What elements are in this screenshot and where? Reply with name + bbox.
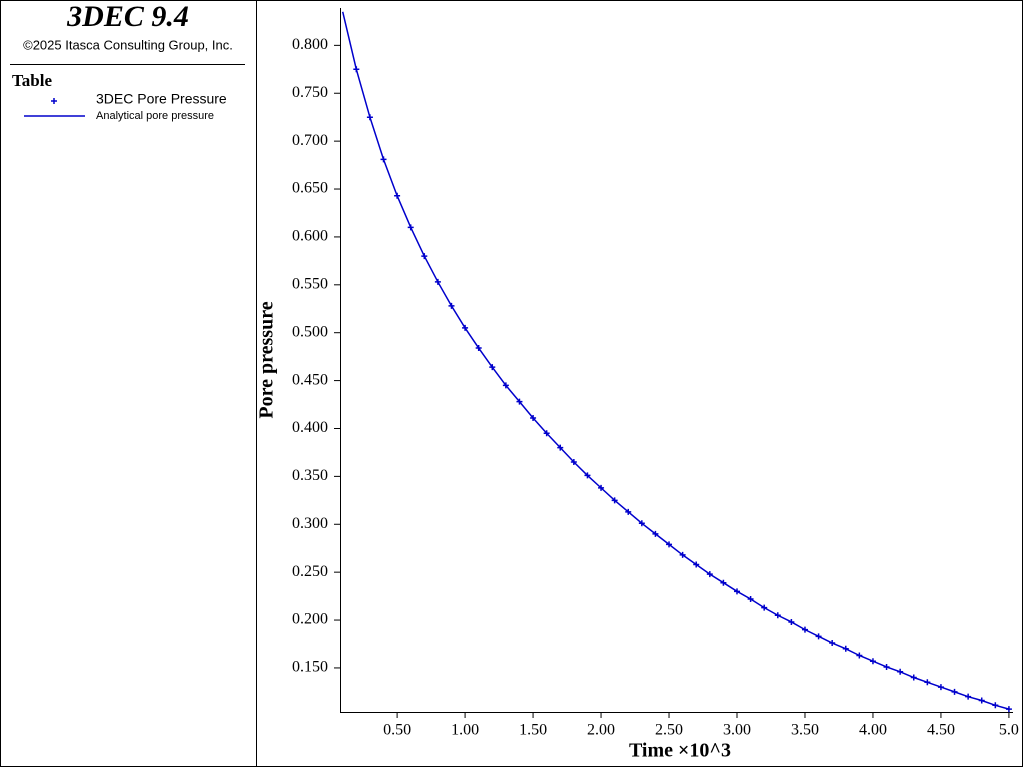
data-line bbox=[341, 11, 1010, 710]
legend-marker bbox=[51, 98, 57, 104]
legend-title: Table bbox=[12, 71, 52, 90]
x-axis-label: Time ×10^3 bbox=[629, 740, 731, 762]
y-tick-label: 0.750 bbox=[292, 84, 328, 101]
y-tick-label: 0.400 bbox=[292, 419, 328, 436]
y-tick-label: 0.550 bbox=[292, 275, 328, 292]
legend: 3DEC Pore Pressure Analytical pore pressu… bbox=[24, 91, 227, 122]
y-tick-label: 0.450 bbox=[292, 371, 328, 388]
x-tick-label: 4.00 bbox=[859, 722, 887, 739]
y-tick-label: 0.800 bbox=[292, 36, 328, 53]
plot-area: 0.1500.2000.2500.3000.3500.4000.4500.500… bbox=[292, 8, 1019, 739]
x-tick-label: 2.00 bbox=[587, 722, 615, 739]
y-tick-label: 0.350 bbox=[292, 467, 328, 484]
copyright: ©2025 Itasca Consulting Group, Inc. bbox=[23, 37, 233, 52]
x-tick-label: 4.50 bbox=[927, 722, 955, 739]
x-tick-label: 3.50 bbox=[791, 722, 819, 739]
y-tick-label: 0.650 bbox=[292, 180, 328, 197]
y-tick-label: 0.500 bbox=[292, 323, 328, 340]
x-tick-label: 5.0 bbox=[999, 722, 1019, 739]
x-tick-label: 3.00 bbox=[723, 722, 751, 739]
x-tick-label: 1.50 bbox=[519, 722, 547, 739]
y-tick-label: 0.150 bbox=[292, 659, 328, 676]
x-tick-label: 1.00 bbox=[451, 722, 479, 739]
x-tick-label: 2.50 bbox=[655, 722, 683, 739]
legend-label: 3DEC Pore Pressure bbox=[96, 91, 227, 107]
y-tick-label: 0.600 bbox=[292, 228, 328, 245]
y-tick-label: 0.300 bbox=[292, 515, 328, 532]
x-tick-label: 0.50 bbox=[383, 722, 411, 739]
app-title: 3DEC 9.4 bbox=[66, 0, 189, 33]
y-tick-label: 0.700 bbox=[292, 132, 328, 149]
y-tick-label: 0.200 bbox=[292, 611, 328, 628]
legend-label: Analytical pore pressure bbox=[96, 110, 214, 122]
y-tick-label: 0.250 bbox=[292, 563, 328, 580]
y-axis-label: Pore pressure bbox=[256, 301, 278, 418]
